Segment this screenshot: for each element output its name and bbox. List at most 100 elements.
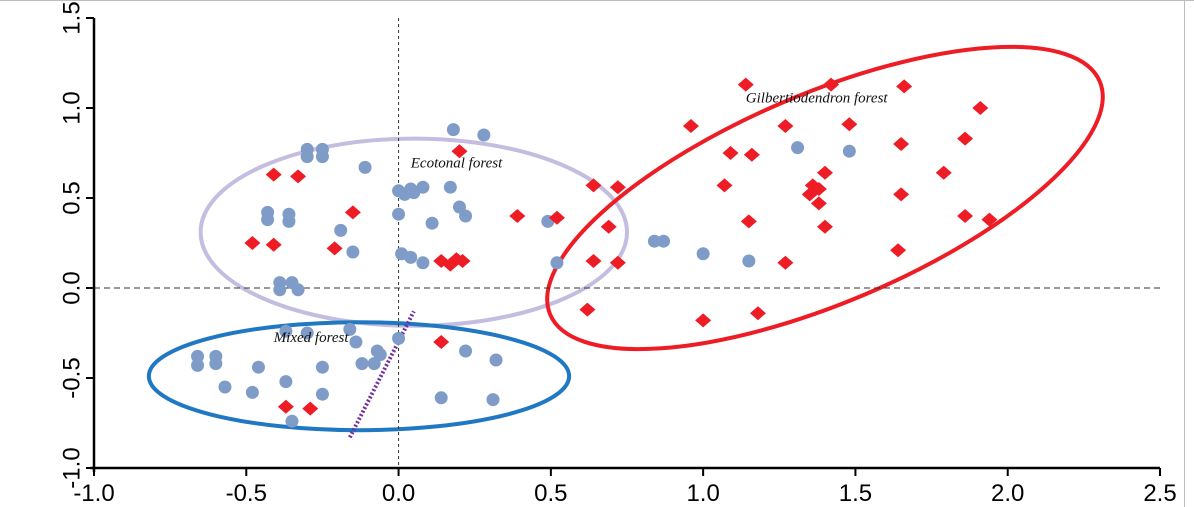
point-red-12	[548, 210, 565, 225]
point-blue-24	[404, 250, 418, 264]
point-blue-48	[315, 360, 329, 374]
point-red-6	[326, 241, 343, 256]
axes: -1.0 -0.5 0.0 0.5 1.0 1.5 2.0 2.5 -1.0 -0.5 0.0 0.5…	[59, 1, 1177, 507]
point-blue-58	[742, 254, 756, 268]
point-red-42	[740, 214, 757, 229]
point-red-10	[454, 254, 471, 268]
point-red-1	[265, 167, 282, 182]
point-blue-56	[657, 234, 671, 248]
point-red-39	[801, 187, 818, 202]
reference-lines	[94, 18, 1160, 468]
point-blue-27	[550, 256, 564, 270]
x-tick-label-0: -1.0	[73, 480, 114, 507]
point-red-40	[810, 196, 827, 211]
point-red-27	[737, 77, 754, 92]
point-blue-49	[315, 387, 329, 401]
point-blue-44	[218, 380, 232, 394]
point-red-24	[682, 119, 699, 133]
group-ellipses	[146, 44, 1105, 433]
point-blue-22	[392, 207, 406, 221]
point-blue-42	[191, 358, 205, 372]
point-blue-50	[285, 414, 299, 428]
x-tick-label-2: 0.0	[382, 480, 415, 507]
x-tick-label-4: 1.0	[686, 480, 719, 507]
point-blue-45	[251, 360, 265, 374]
ellipse-mixed-forest	[146, 320, 572, 433]
x-tick-label-1: -0.5	[226, 480, 267, 507]
point-blue-3	[315, 150, 329, 164]
x-tick-label-5: 1.5	[839, 480, 872, 507]
point-red-18	[579, 302, 596, 317]
point-red-14	[609, 180, 626, 195]
point-blue-34	[343, 322, 357, 336]
point-red-5	[265, 237, 282, 252]
point-blue-33	[300, 326, 314, 340]
point-blue-39	[392, 331, 406, 345]
point-blue-17	[407, 186, 421, 200]
point-blue-4	[358, 160, 372, 174]
point-red-15	[600, 219, 617, 234]
y-tick-label-0: -1.0	[59, 447, 86, 488]
point-blue-5	[446, 123, 460, 137]
point-blue-53	[434, 391, 448, 405]
x-tick-label-6: 2.0	[991, 480, 1024, 507]
point-red-48	[890, 243, 907, 258]
point-blue-11	[334, 223, 348, 237]
point-red-29	[896, 79, 913, 94]
point-red-11	[509, 209, 526, 223]
y-tick-label-4: 1.0	[59, 91, 86, 124]
x-tick-label-3: 0.5	[534, 480, 567, 507]
point-blue-30	[273, 283, 287, 297]
point-blue-21	[425, 216, 439, 230]
point-blue-10	[282, 214, 296, 228]
point-red-33	[893, 137, 910, 151]
point-red-0	[451, 144, 468, 159]
vector-line	[348, 310, 416, 439]
data-points	[191, 77, 998, 428]
point-blue-31	[291, 283, 305, 297]
point-red-2	[290, 169, 307, 184]
point-red-32	[972, 101, 989, 115]
point-red-13	[585, 178, 602, 193]
point-red-23	[302, 401, 319, 416]
point-red-35	[716, 178, 733, 193]
point-blue-40	[191, 349, 205, 363]
point-red-46	[981, 212, 998, 227]
point-blue-35	[349, 335, 363, 349]
point-red-41	[816, 219, 833, 234]
point-blue-2	[300, 150, 314, 164]
point-red-20	[749, 306, 766, 321]
point-red-25	[722, 146, 739, 160]
point-red-31	[841, 117, 858, 132]
point-red-28	[823, 77, 840, 92]
point-blue-20	[459, 209, 473, 223]
point-blue-57	[696, 247, 710, 261]
point-red-17	[609, 255, 626, 270]
point-red-16	[585, 254, 602, 268]
y-tick-label-1: -0.5	[59, 357, 86, 398]
point-red-21	[433, 335, 450, 349]
y-tick-label-2: 0.0	[59, 271, 86, 304]
point-blue-51	[459, 344, 473, 358]
point-blue-37	[355, 357, 369, 371]
point-blue-9	[261, 213, 275, 227]
point-blue-47	[245, 385, 259, 399]
annotation-ecotonal-forest: Ecotonal forest	[410, 155, 503, 171]
point-red-19	[695, 313, 712, 328]
point-blue-52	[489, 353, 503, 367]
group-annotations: Gilbertiodendron forest Ecotonal forest Mi…	[273, 91, 889, 346]
point-blue-18	[443, 180, 457, 194]
point-red-26	[743, 147, 760, 162]
point-red-34	[957, 131, 974, 146]
point-blue-60	[842, 144, 856, 158]
point-red-47	[777, 255, 794, 270]
point-red-30	[777, 119, 794, 133]
point-red-45	[957, 209, 974, 223]
point-red-44	[935, 165, 952, 180]
annotation-gilbertiodendron-forest: Gilbertiodendron forest	[746, 91, 889, 107]
point-blue-46	[279, 375, 293, 389]
x-tick-label-7: 2.5	[1143, 480, 1176, 507]
point-red-36	[816, 165, 833, 180]
